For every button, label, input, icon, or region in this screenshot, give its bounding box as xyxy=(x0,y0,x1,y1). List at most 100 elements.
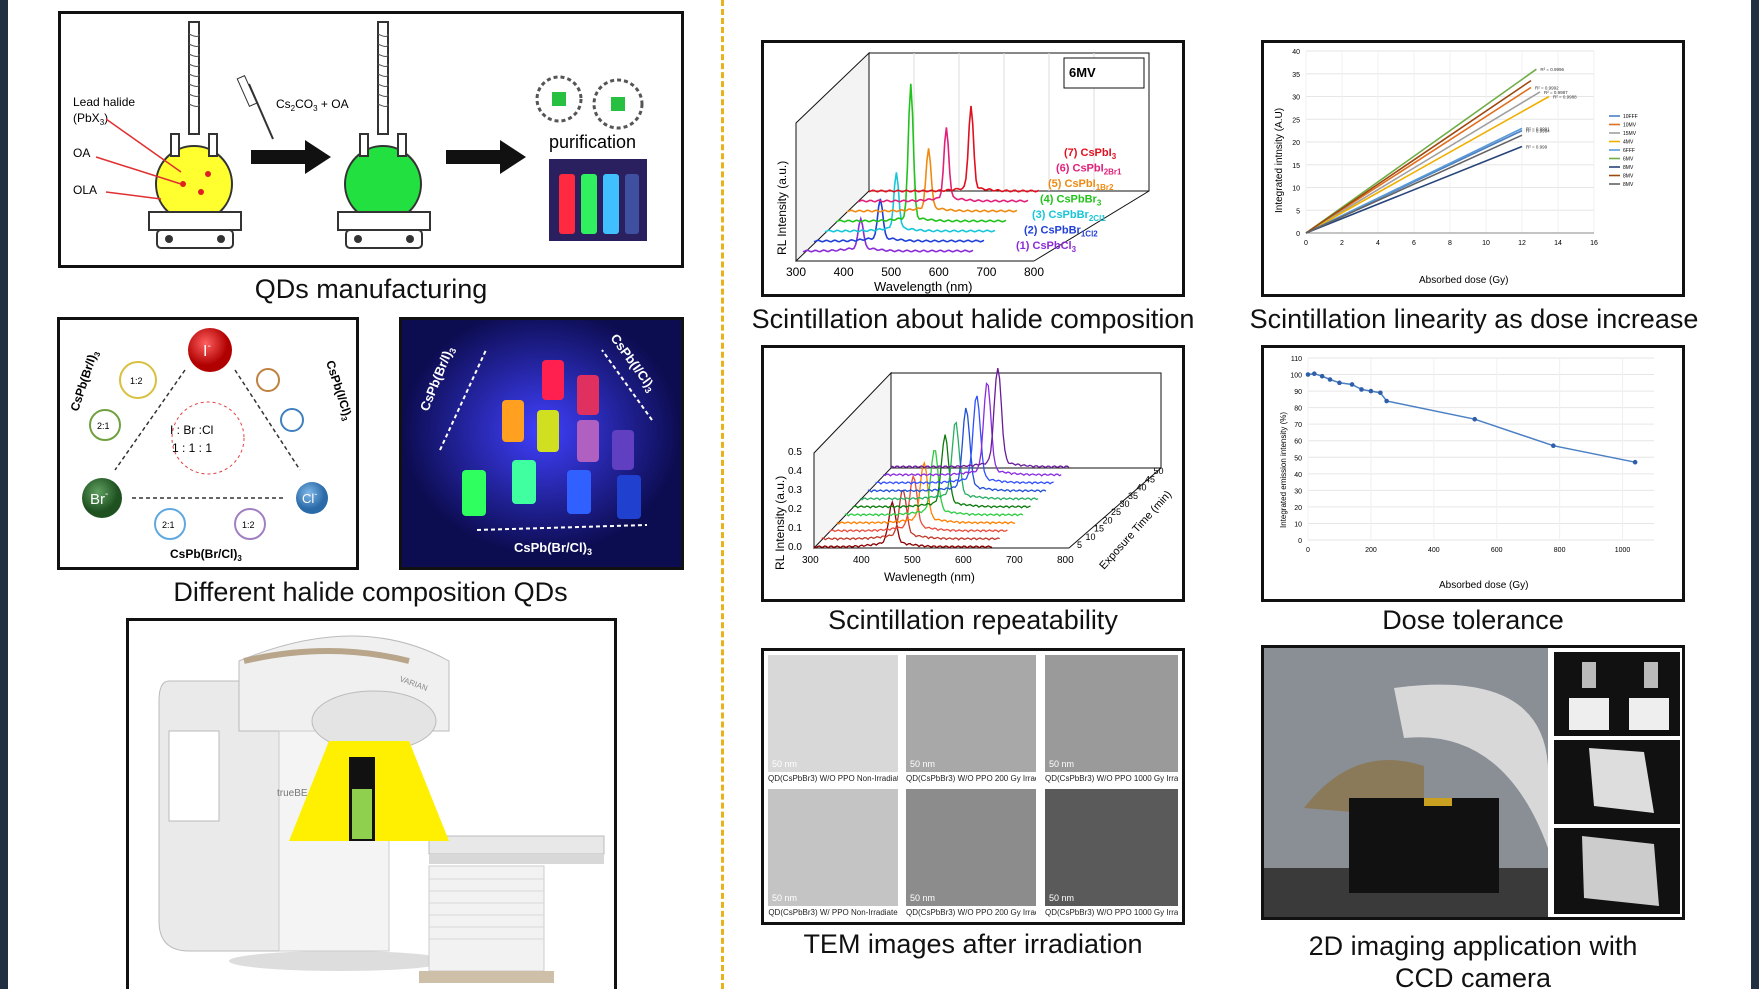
dose-x-tick: 200 xyxy=(1365,547,1377,554)
linearity-y-tick: 15 xyxy=(1292,163,1300,170)
linearity-y-tick: 20 xyxy=(1292,140,1300,147)
energy-label: 6MV xyxy=(1069,65,1096,80)
repeatability-trace xyxy=(890,367,1070,469)
repeatability-trace xyxy=(859,421,1039,501)
linearity-x-tick: 12 xyxy=(1518,240,1526,247)
tem-caption: TEM images after irradiation xyxy=(803,929,1143,959)
tem-label: QD(CsPbBr3) W/O PPO 1000 Gy Irradiate xyxy=(1045,906,1178,920)
repeatability-chart: 0.00.10.20.30.40.5 300 400 500 600 700 800 51… xyxy=(773,367,1174,584)
dose-data-point xyxy=(1359,387,1364,392)
halide-y-axis-label: RL Intensity (a.u.) xyxy=(775,161,789,255)
halide-x-tick: 300 xyxy=(786,265,806,279)
tem-image: 50 nm QD(CsPbBr3) W/O PPO 200 Gy Irradia… xyxy=(906,655,1036,786)
repeatability-trace xyxy=(813,500,993,549)
repeatability-z-tick: 20 xyxy=(1103,515,1113,525)
halide-legend-entry: (5) CsPbI1Br2 xyxy=(1048,178,1114,192)
repeatability-y-tick: 0.2 xyxy=(788,504,802,515)
linearity-y-tick: 30 xyxy=(1292,95,1300,102)
linearity-series-line xyxy=(1305,95,1550,234)
tem-label: QD(CsPbBr3) W/O PPO 1000 Gy Irradiate xyxy=(1045,772,1178,786)
halide-x-ticks: 300 400 500 600 700 800 xyxy=(786,265,1044,279)
pbx3-label: (PbX3) xyxy=(73,111,108,127)
imaging-caption: 2D imaging application with CCD camera xyxy=(1261,930,1685,994)
dose-x-tick: 800 xyxy=(1554,547,1566,554)
tem-label: QD(CsPbBr3) W/O PPO 200 Gy Irradiate xyxy=(906,906,1036,920)
linearity-x-tick: 14 xyxy=(1554,240,1562,247)
linearity-legend-label: 15MV xyxy=(1623,131,1637,137)
repeatability-x-tick: 300 xyxy=(802,555,819,566)
nanoparticle-icon xyxy=(535,75,644,130)
linearity-x-axis-label: Absorbed dose (Gy) xyxy=(1419,275,1509,286)
halide-x-tick: 800 xyxy=(1024,265,1044,279)
repeatability-x-tick: 600 xyxy=(955,555,972,566)
halide-legend: (7) CsPbI3 (6) CsPbI2Br1(5) CsPbI1Br2 (4) … xyxy=(1016,147,1122,254)
dose-data-point xyxy=(1632,459,1638,465)
dose-x-axis-label: Absorbed dose (Gy) xyxy=(1439,580,1529,591)
linearity-series-line xyxy=(1305,127,1523,234)
linearity-series-line xyxy=(1305,68,1537,234)
tem-image: 50 nm QD(CsPbBr3) W/ PPO Non-Irradiate xyxy=(768,789,898,920)
linearity-y-tick: 5 xyxy=(1296,208,1300,215)
synthesis-scheme: Lead halide (PbX3) OA OLA Cs2CO3 + OA xyxy=(73,21,647,249)
bromide-ion-icon xyxy=(82,478,122,518)
linearity-series-line xyxy=(1305,91,1541,234)
linearity-series-line xyxy=(1305,86,1532,234)
repeatability-caption: Scintillation repeatability xyxy=(828,605,1118,635)
linearity-legend-label: 6FFF xyxy=(1623,148,1635,154)
left-edge-bar xyxy=(0,0,8,989)
qds-manufacturing-panel: Lead halide (PbX3) OA OLA Cs2CO3 + OA xyxy=(58,11,684,268)
vials-photo xyxy=(549,159,647,241)
linearity-caption: Scintillation linearity as dose increase xyxy=(1249,304,1699,334)
halide-trace-6 xyxy=(813,198,985,243)
tem-image: 50 nm QD(CsPbBr3) W/O PPO 1000 Gy Irradi… xyxy=(1045,789,1178,920)
imaging-panel xyxy=(1261,645,1685,920)
ola-label: OLA xyxy=(73,183,97,197)
repeatability-trace xyxy=(852,434,1031,509)
repeatability-trace xyxy=(867,407,1047,493)
dose-data-point xyxy=(1378,390,1383,396)
halide-trace-4 xyxy=(835,83,1007,223)
dose-data-point xyxy=(1311,371,1317,377)
dose-data-point xyxy=(1327,377,1333,382)
linearity-x-tick: 4 xyxy=(1376,240,1380,247)
dose-x-tick: 0 xyxy=(1306,547,1310,554)
center-ratio-label: I : Br :Cl xyxy=(170,423,213,437)
halide-trace-5 xyxy=(824,172,996,233)
scintillation-halide-panel: 6MV (7) CsPbI3 (6) CsPbI2Br1 (5) CsPbI1Br2… xyxy=(761,40,1185,297)
repeatability-z-tick: 30 xyxy=(1120,499,1130,509)
repeatability-z-tick: 35 xyxy=(1128,491,1138,501)
right-edge-bar xyxy=(1751,0,1759,989)
linearity-legend-label: 10FFF xyxy=(1623,114,1638,120)
flask-icon xyxy=(148,21,242,249)
linearity-r2-label: R² = 0.999 xyxy=(1526,145,1548,150)
repeatability-z-tick: 5 xyxy=(1077,540,1082,550)
linearity-y-tick: 35 xyxy=(1292,72,1300,79)
linearity-legend-label: 6MV xyxy=(1623,157,1634,163)
linearity-y-axis-label: Integrated intnsity (A.U) xyxy=(1274,108,1285,213)
linearity-legend-label: 10MV xyxy=(1623,123,1637,129)
oa-label: OA xyxy=(73,146,90,160)
halide-legend-entry: (7) CsPbI3 xyxy=(1064,147,1117,161)
iodide-label: I- xyxy=(203,341,211,360)
linearity-x-tick: 8 xyxy=(1448,240,1452,247)
halide-triangle-diagram: I- Br- Cl- I : Br :Cl 1 : 1 : 1 1:2 2:1 … xyxy=(68,328,354,563)
dose-y-axis-label: Integrated emission intensity (%) xyxy=(1279,412,1288,528)
dose-tolerance-panel: 0 10 20 30 40 50 60 70 80 90 100 110 0 200 400 600 800 10… xyxy=(1261,345,1685,602)
lead-halide-label: Lead halide xyxy=(73,95,135,109)
repeatability-trace xyxy=(828,474,1008,533)
halide-legend-entry: (6) CsPbI2Br1 xyxy=(1056,163,1122,177)
halide-trace-2 xyxy=(857,127,1029,203)
dose-y-tick: 50 xyxy=(1294,455,1302,462)
repeatability-trace xyxy=(836,460,1016,525)
chloride-label: Cl- xyxy=(302,489,317,506)
right-arrow-icon xyxy=(446,140,526,174)
imaging-caption-line2: CCD camera xyxy=(1394,963,1552,993)
halide-triangle-panel: I- Br- Cl- I : Br :Cl 1 : 1 : 1 1:2 2:1 … xyxy=(57,317,359,570)
reagent-label: Cs2CO3 + OA xyxy=(276,97,349,113)
halide-trace-3 xyxy=(846,148,1018,213)
right-arrow-icon xyxy=(251,140,331,174)
linearity-y-tick: 40 xyxy=(1292,49,1300,56)
halide-composition-caption: Different halide composition QDs xyxy=(173,577,568,607)
halide-legend-entry: (3) CsPbBr2Cl1 xyxy=(1032,209,1106,223)
dose-data-point xyxy=(1368,388,1374,394)
